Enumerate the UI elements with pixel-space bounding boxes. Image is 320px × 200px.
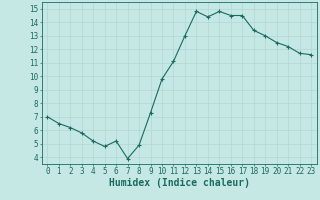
X-axis label: Humidex (Indice chaleur): Humidex (Indice chaleur) [109,178,250,188]
